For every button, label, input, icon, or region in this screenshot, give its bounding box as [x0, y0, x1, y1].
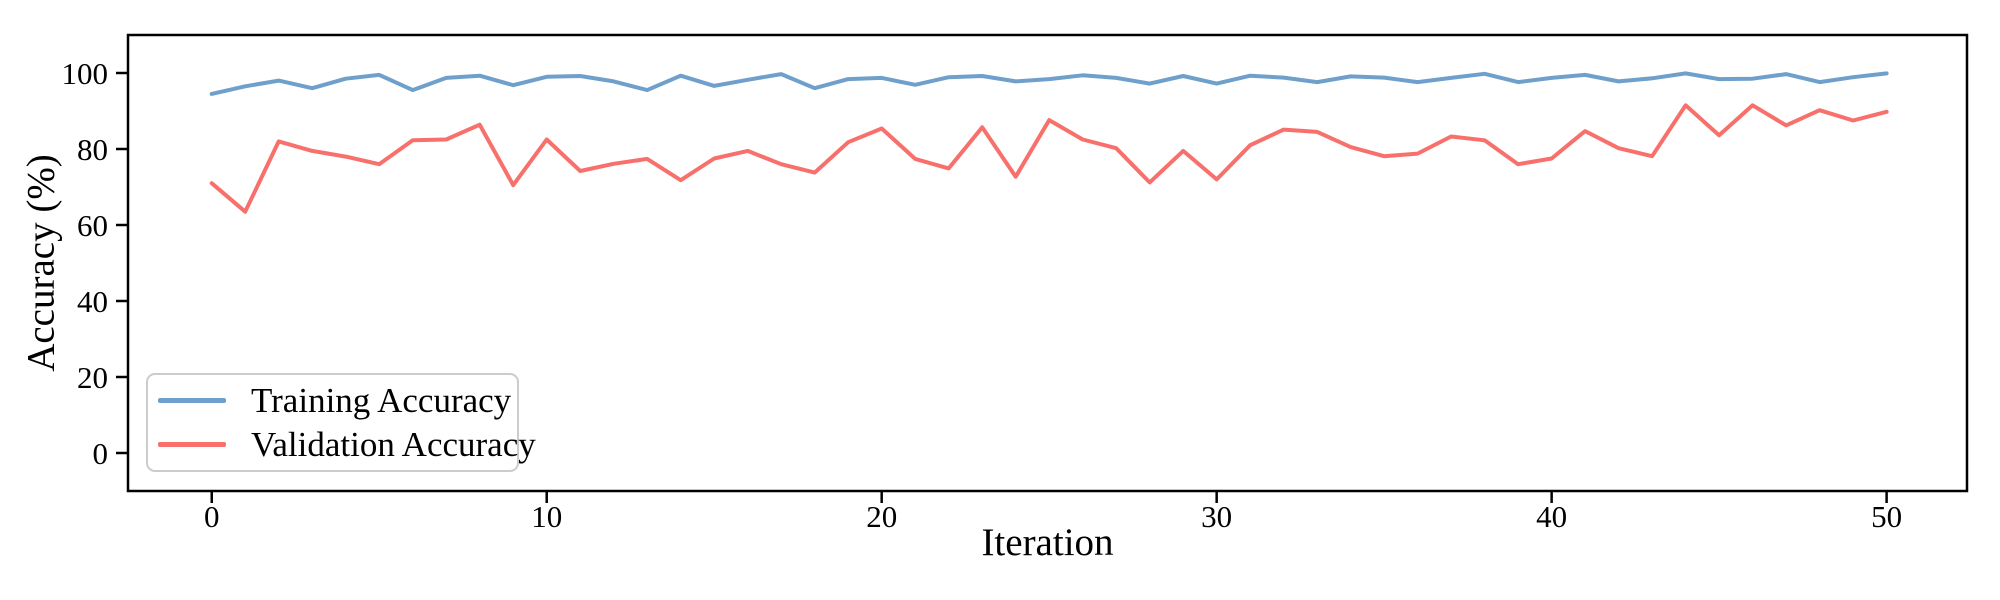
y-tick-label: 20	[77, 360, 108, 395]
x-tick-label: 0	[204, 499, 220, 534]
legend-item-validation: Validation Accuracy	[158, 423, 536, 467]
x-tick-label: 20	[866, 499, 897, 534]
x-tick-label: 50	[1871, 499, 1902, 534]
legend-label-validation: Validation Accuracy	[251, 424, 536, 464]
legend-item-training: Training Accuracy	[158, 379, 517, 423]
validation-line-swatch	[158, 441, 226, 447]
validation-accuracy-line	[209, 103, 1889, 214]
training-line-swatch	[158, 398, 226, 404]
y-axis-label: Accuracy (%)	[19, 154, 63, 372]
y-tick-label: 60	[77, 208, 108, 243]
y-tick-label: 100	[62, 56, 109, 91]
plot-border	[126, 33, 1969, 493]
y-tick-label: 0	[93, 436, 109, 471]
legend-label-training: Training Accuracy	[251, 381, 512, 421]
x-tick-label: 30	[1201, 499, 1232, 534]
x-axis-label: Iteration	[981, 521, 1114, 564]
legend: Training Accuracy Validation Accuracy	[146, 373, 536, 472]
y-tick-label: 80	[77, 132, 108, 167]
x-tick-label: 40	[1536, 499, 1567, 534]
y-tick-label: 40	[77, 284, 108, 319]
training-accuracy-line	[209, 71, 1889, 96]
x-tick-label: 10	[531, 499, 562, 534]
